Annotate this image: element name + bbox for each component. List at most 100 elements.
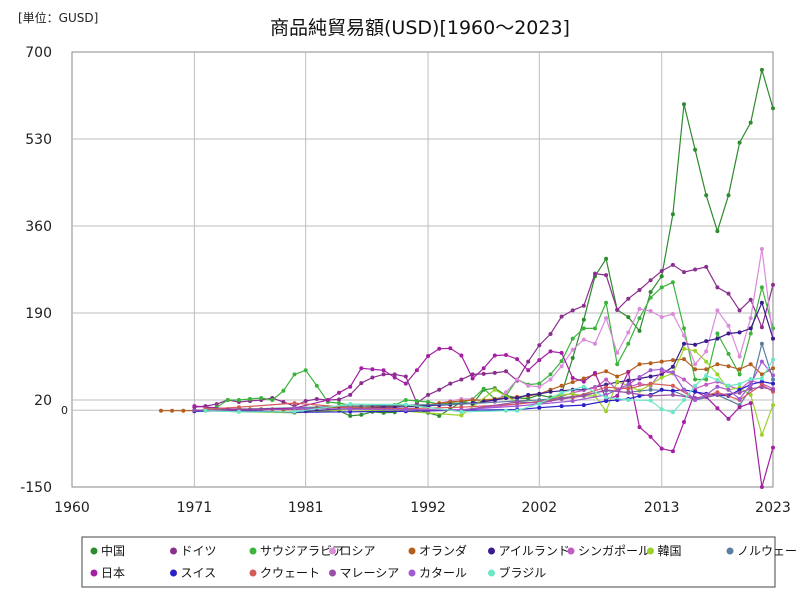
data-point [759, 247, 764, 251]
data-point [515, 404, 520, 409]
data-point [737, 140, 742, 145]
legend-entry: ドイツ [170, 544, 217, 558]
legend-marker [488, 569, 495, 577]
legend-marker [170, 547, 177, 555]
zero-label: 0 [61, 404, 68, 417]
data-point [759, 432, 764, 437]
data-point [759, 285, 764, 290]
legend-entry: 日本 [90, 566, 125, 580]
data-point [370, 367, 375, 372]
data-point [548, 349, 553, 354]
data-point [537, 405, 542, 410]
data-point [726, 291, 731, 296]
data-point [236, 409, 241, 414]
data-point [626, 296, 631, 301]
data-point [670, 370, 675, 375]
data-point [381, 372, 386, 377]
data-point [648, 387, 653, 392]
data-point [615, 362, 620, 367]
data-point [492, 370, 497, 375]
data-point [637, 425, 642, 430]
data-point [537, 343, 542, 348]
data-point [737, 405, 742, 410]
data-point [726, 364, 731, 369]
legend-label: クウェート [260, 566, 320, 580]
legend-marker [90, 547, 98, 555]
data-point [670, 383, 675, 388]
data-point [593, 341, 597, 346]
data-point [459, 413, 464, 418]
data-point [581, 326, 586, 331]
legend-label: 日本 [101, 566, 125, 580]
data-point [437, 346, 442, 351]
data-point [670, 312, 675, 316]
legend-marker [408, 569, 416, 577]
data-point [426, 392, 431, 397]
data-point [726, 351, 731, 356]
data-point [337, 397, 341, 402]
data-point [559, 390, 564, 395]
legend-entry: 韓国 [647, 544, 682, 558]
data-point [570, 308, 575, 313]
data-point [214, 402, 219, 407]
data-point [314, 383, 319, 388]
data-point [626, 398, 631, 402]
data-point [682, 102, 686, 107]
data-point [759, 379, 764, 384]
data-point [348, 384, 353, 389]
legend-marker [90, 569, 98, 577]
x-tick-label: 1992 [410, 500, 446, 516]
data-point [759, 325, 764, 330]
data-point [604, 316, 609, 321]
x-tick-label: 1981 [288, 500, 324, 516]
data-point [604, 395, 609, 400]
data-point [648, 278, 653, 283]
data-point [648, 434, 653, 439]
data-point [670, 262, 675, 267]
data-point [626, 341, 631, 346]
data-point [581, 303, 586, 308]
data-point [492, 387, 497, 392]
x-axis-ticks: 1960 1971 1981 1992 2002 2013 2023 [54, 500, 791, 516]
data-point [392, 372, 397, 377]
data-point [771, 336, 775, 341]
data-point [648, 368, 653, 373]
data-point [481, 366, 486, 371]
data-point [670, 449, 675, 454]
data-point [648, 381, 653, 386]
data-point [670, 212, 675, 217]
data-point [581, 317, 586, 322]
data-point [759, 341, 764, 346]
data-point [403, 381, 408, 386]
data-point [515, 396, 520, 400]
legend-label: スイス [181, 566, 217, 580]
data-point [170, 408, 175, 413]
data-point [670, 392, 675, 397]
series-13 [292, 359, 775, 412]
data-point [759, 359, 764, 364]
data-point [303, 399, 308, 403]
data-point [748, 386, 753, 391]
data-point [593, 370, 597, 375]
legend-marker [488, 547, 495, 555]
data-point [559, 404, 564, 409]
data-point [715, 406, 720, 411]
legend-marker [726, 547, 734, 555]
series-7 [203, 346, 775, 437]
data-point [526, 392, 531, 397]
data-point [626, 390, 631, 395]
legend-label: アイルランド [499, 544, 570, 558]
data-point [292, 401, 297, 406]
data-point [682, 341, 686, 346]
y-tick-label: -150 [20, 480, 52, 496]
data-point [715, 372, 720, 377]
data-point [704, 373, 709, 378]
data-point [659, 375, 664, 380]
data-point [670, 364, 675, 369]
legend-label: オランダ [419, 543, 467, 558]
data-point [581, 379, 586, 384]
data-point [748, 326, 753, 331]
data-point [548, 377, 553, 382]
data-point [159, 408, 163, 413]
data-point [626, 315, 631, 320]
